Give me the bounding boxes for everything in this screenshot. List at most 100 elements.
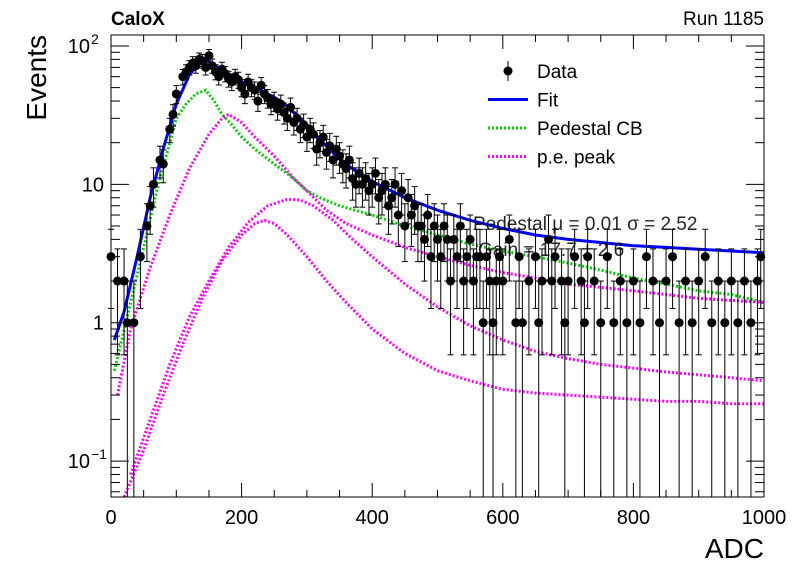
data-point-marker	[462, 252, 472, 262]
data-point-marker	[602, 252, 612, 262]
data-point	[129, 280, 139, 497]
data-point	[687, 280, 697, 497]
data-point	[576, 248, 586, 356]
data-point-marker	[374, 193, 384, 203]
data-point	[713, 248, 723, 356]
data-point	[478, 280, 488, 497]
data-point-marker	[560, 318, 570, 328]
legend-entry: Data	[503, 61, 578, 83]
data-point	[387, 179, 397, 225]
data-point	[433, 214, 442, 282]
data-point-marker	[655, 318, 665, 328]
data-point-marker	[406, 210, 416, 220]
y-tick-label: 10	[68, 451, 90, 473]
data-point-marker	[534, 318, 544, 328]
data-point-marker	[547, 276, 557, 286]
y-tick-label-exponent: −1	[91, 446, 107, 462]
data-point-marker	[331, 144, 341, 154]
data-point-marker	[648, 276, 658, 286]
data-point-marker	[668, 252, 678, 262]
data-point-marker	[475, 252, 485, 262]
data-point-marker	[165, 124, 175, 134]
x-tick-label: 1000	[742, 507, 787, 529]
data-point	[641, 228, 651, 309]
data-point-marker	[661, 276, 671, 286]
data-point-marker	[537, 276, 547, 286]
data-point-marker	[158, 159, 168, 169]
data-point	[511, 280, 521, 497]
data-point	[171, 85, 181, 105]
data-point-marker	[491, 276, 501, 286]
data-point-marker	[707, 318, 717, 328]
series-line-5	[122, 218, 764, 498]
data-point-marker	[403, 193, 413, 203]
data-point	[589, 248, 599, 356]
y-tick-label: 1	[93, 313, 104, 335]
data-point-marker	[433, 234, 442, 244]
legend-marker	[503, 66, 513, 76]
data-point	[481, 228, 491, 309]
data-point-marker	[256, 80, 266, 90]
data-point	[537, 248, 547, 356]
data-point-marker	[148, 179, 158, 189]
data-point	[694, 248, 704, 356]
data-point	[504, 214, 514, 282]
data-point	[524, 248, 534, 356]
data-point-marker	[557, 276, 567, 286]
data-point-marker	[442, 234, 452, 244]
data-point	[148, 167, 158, 208]
data-point	[498, 248, 508, 356]
data-point-marker	[455, 221, 465, 231]
data-point-marker	[384, 201, 394, 211]
data-point	[119, 248, 129, 356]
data-point-marker	[687, 318, 697, 328]
data-point-marker	[142, 221, 152, 231]
data-point-marker	[299, 120, 309, 130]
legend-label: Fit	[537, 91, 559, 112]
data-point	[628, 248, 638, 356]
data-point-marker	[459, 276, 469, 286]
data-point-marker	[351, 179, 361, 189]
data-point	[449, 214, 459, 282]
data-point	[655, 280, 665, 497]
data-point-marker	[171, 89, 181, 99]
data-point	[429, 203, 439, 263]
data-point-marker	[700, 252, 710, 262]
data-point	[485, 248, 495, 356]
x-tick-label: 200	[225, 507, 258, 529]
data-point	[668, 228, 678, 309]
data-point-marker	[550, 252, 560, 262]
data-point	[596, 280, 606, 497]
data-point-marker	[514, 252, 524, 262]
data-point-marker	[628, 276, 638, 286]
data-point-marker	[589, 276, 599, 286]
data-point	[158, 149, 168, 184]
data-point	[733, 280, 743, 497]
data-point	[335, 142, 345, 174]
data-point	[390, 167, 400, 208]
data-point-marker	[370, 168, 380, 178]
data-point	[530, 228, 540, 309]
data-point	[370, 157, 380, 195]
data-point-marker	[720, 318, 730, 328]
data-point-marker	[635, 318, 645, 328]
header-right-label: Run 1185	[683, 9, 764, 30]
data-point-marker	[354, 168, 364, 178]
data-point	[570, 228, 580, 309]
y-tick-label: 10	[82, 174, 104, 196]
data-point-marker	[286, 102, 296, 112]
data-point-marker	[419, 234, 429, 244]
data-point-marker	[694, 276, 704, 286]
data-point-marker	[393, 210, 403, 220]
data-point	[423, 193, 433, 248]
data-point	[361, 162, 371, 201]
data-point-marker	[328, 155, 338, 165]
data-point-marker	[129, 318, 139, 328]
data-point-marker	[511, 318, 521, 328]
data-point-marker	[416, 221, 426, 231]
data-point-marker	[739, 276, 749, 286]
y-tick-label-exponent: 2	[91, 31, 99, 47]
